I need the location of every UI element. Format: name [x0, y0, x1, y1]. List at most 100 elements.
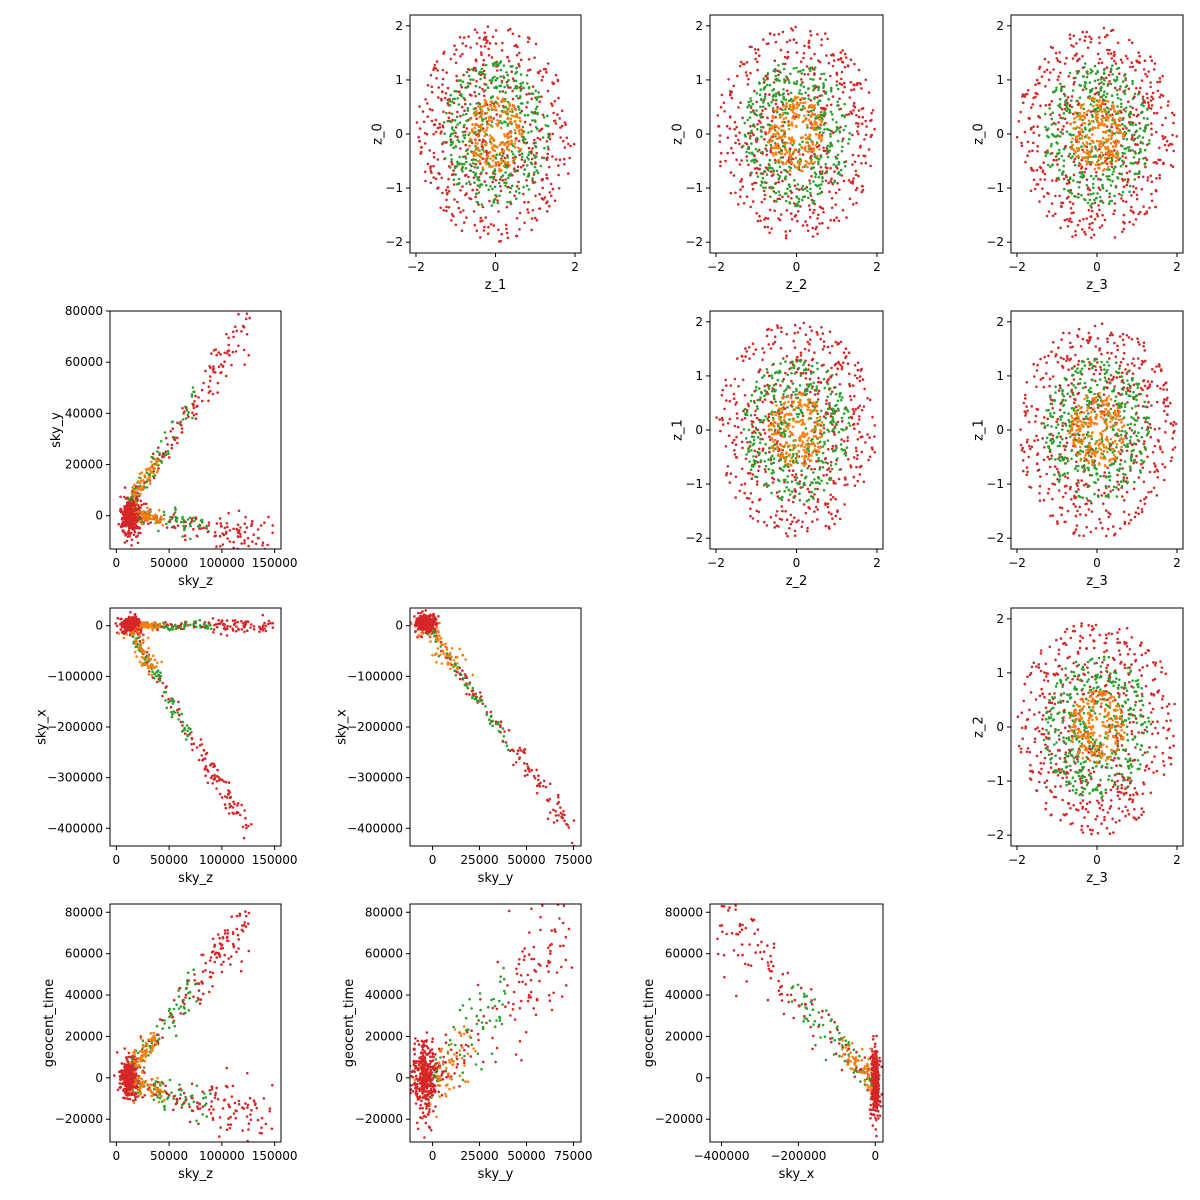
scatter-point — [453, 198, 456, 201]
scatter-point — [459, 189, 462, 192]
scatter-point — [749, 105, 753, 108]
scatter-point — [462, 209, 465, 212]
scatter-point — [751, 342, 755, 346]
scatter-point — [836, 139, 840, 143]
scatter-point — [511, 89, 514, 93]
scatter-point — [433, 64, 437, 67]
scatter-point — [210, 352, 213, 355]
scatter-point — [738, 142, 741, 146]
scatter-point — [548, 191, 552, 194]
scatter-point — [794, 214, 798, 217]
scatter-point — [855, 201, 858, 205]
scatter-point — [419, 152, 423, 155]
scatter-point — [527, 146, 531, 150]
scatter-point — [527, 158, 530, 161]
scatter-point — [1111, 155, 1115, 158]
scatter-point — [234, 350, 238, 353]
scatter-point — [1099, 157, 1103, 160]
scatter-point — [149, 471, 153, 474]
scatter-point — [783, 147, 787, 151]
scatter-point — [765, 149, 769, 153]
scatter-point — [142, 510, 146, 513]
scatter-point — [507, 160, 510, 164]
scatter-point — [1078, 83, 1081, 87]
y-tick-label: 0 — [996, 127, 1004, 141]
scatter-point — [1044, 154, 1047, 158]
scatter-point — [1136, 172, 1139, 176]
scatter-point — [831, 112, 834, 116]
scatter-point — [780, 160, 783, 164]
scatter-point — [523, 159, 526, 162]
scatter-point — [1093, 64, 1097, 68]
scatter-point — [1097, 36, 1101, 39]
scatter-point — [157, 446, 160, 450]
scatter-point — [454, 173, 457, 176]
scatter-point — [157, 467, 160, 470]
scatter-point — [804, 511, 808, 515]
scatter-point — [742, 409, 745, 413]
scatter-point — [443, 96, 447, 100]
scatter-point — [507, 59, 511, 63]
scatter-point — [811, 123, 814, 127]
scatter-point — [1135, 59, 1138, 62]
scatter-point — [483, 133, 487, 137]
scatter-point — [1069, 133, 1073, 137]
scatter-point — [150, 517, 154, 521]
scatter-point — [763, 85, 767, 89]
scatter-point — [481, 146, 484, 149]
scatter-point — [1120, 172, 1123, 176]
scatter-point — [142, 479, 145, 482]
scatter-point — [804, 372, 808, 375]
scatter-point — [758, 398, 762, 402]
scatter-point — [773, 335, 777, 339]
scatter-point — [428, 149, 432, 152]
scatter-point — [461, 185, 464, 188]
scatter-point — [864, 161, 868, 165]
scatter-point — [813, 467, 816, 471]
scatter-point — [1087, 161, 1090, 165]
scatter-point — [829, 141, 832, 145]
scatter-point — [181, 535, 184, 538]
x-axis-label: z_1 — [485, 278, 507, 293]
scatter-point — [1072, 127, 1075, 130]
scatter-point — [1070, 95, 1074, 98]
scatter-point — [1076, 125, 1079, 129]
scatter-point — [1104, 102, 1107, 106]
scatter-point — [1063, 218, 1067, 222]
scatter-point — [828, 128, 831, 132]
scatter-point — [487, 225, 490, 229]
scatter-point — [1106, 48, 1109, 52]
scatter-point — [1154, 161, 1158, 164]
scatter-point — [482, 69, 486, 73]
scatter-point — [453, 119, 457, 122]
scatter-point — [509, 86, 512, 89]
scatter-point — [543, 146, 546, 150]
scatter-point — [788, 99, 791, 102]
scatter-point — [134, 526, 138, 530]
scatter-point — [820, 72, 823, 76]
scatter-point — [758, 214, 761, 218]
scatter-point — [772, 93, 775, 96]
scatter-point — [774, 153, 778, 156]
scatter-point — [840, 174, 844, 177]
scatter-point — [132, 489, 136, 493]
scatter-point — [804, 149, 807, 152]
scatter-point — [833, 180, 836, 184]
scatter-point — [143, 474, 146, 477]
scatter-point — [156, 450, 159, 453]
scatter-point — [464, 143, 468, 147]
scatter-point — [782, 105, 785, 108]
scatter-point — [461, 155, 465, 159]
x-tick-label: 0 — [113, 556, 121, 570]
scatter-point — [1137, 51, 1140, 54]
scatter-point — [508, 27, 512, 31]
scatter-point — [809, 120, 813, 123]
scatter-point — [795, 195, 798, 198]
scatter-point — [842, 440, 846, 443]
scatter-point — [213, 531, 217, 534]
scatter-point — [1123, 89, 1127, 92]
scatter-point — [797, 210, 800, 213]
scatter-point — [190, 393, 194, 396]
scatter-point — [784, 230, 787, 233]
scatter-point — [1121, 179, 1125, 182]
